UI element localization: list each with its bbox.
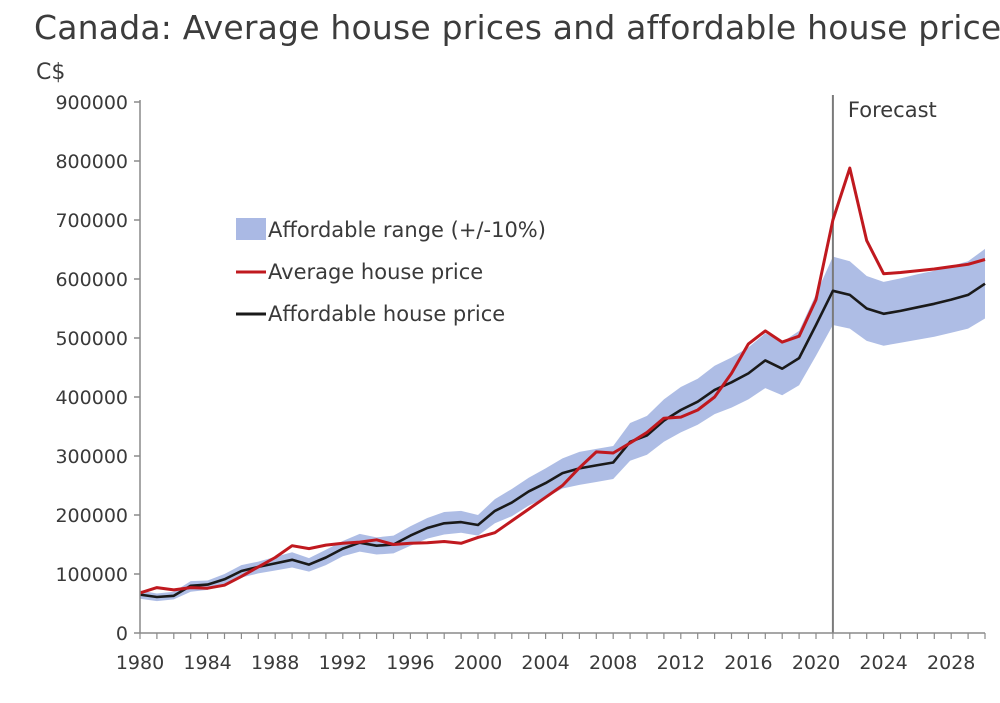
forecast-annotation: Forecast — [848, 98, 937, 122]
average-house-price-line — [139, 166, 986, 595]
legend: Affordable range (+/-10%) Average house p… — [236, 218, 546, 326]
x-tick-label: 2024 — [859, 652, 907, 674]
y-tick-label: 400000 — [55, 387, 128, 409]
y-tick-label: 700000 — [55, 210, 128, 232]
y-tick-label: 100000 — [55, 564, 128, 586]
y-tick-label: 600000 — [55, 269, 128, 291]
y-axis-unit-label: C$ — [36, 60, 66, 85]
y-tick-label: 800000 — [55, 151, 128, 173]
y-tick-label: 900000 — [55, 92, 128, 114]
x-tick-label: 1988 — [251, 652, 299, 674]
legend-label-average-price: Average house price — [268, 260, 483, 284]
x-tick-label: 2000 — [454, 652, 502, 674]
x-tick-label: 2016 — [724, 652, 772, 674]
forecast-layer: Forecast — [831, 95, 937, 633]
series-layer — [139, 166, 986, 599]
x-tick-label: 1996 — [386, 652, 434, 674]
x-tick-label: 2004 — [521, 652, 569, 674]
y-tick-label: 300000 — [55, 446, 128, 468]
x-tick-label: 1984 — [183, 652, 231, 674]
x-tick-label: 2028 — [927, 652, 975, 674]
x-tick-label: 1980 — [116, 652, 164, 674]
y-tick-label: 200000 — [55, 505, 128, 527]
x-tick-label: 2012 — [657, 652, 705, 674]
chart-title: Canada: Average house prices and afforda… — [34, 8, 1000, 47]
x-tick-label: 2020 — [792, 652, 840, 674]
legend-label-affordable-range: Affordable range (+/-10%) — [268, 218, 546, 242]
axis-layer: 0 100000 200000 300000 400000 500000 600000 700… — [55, 92, 986, 674]
legend-swatch-affordable-range — [236, 218, 266, 240]
affordable-range-band-layer — [140, 248, 985, 602]
affordable-range-band — [140, 248, 985, 602]
x-tick-label: 2008 — [589, 652, 637, 674]
affordable-house-price-line — [139, 282, 986, 599]
y-tick-label: 0 — [116, 623, 128, 645]
x-tick-label: 1992 — [319, 652, 367, 674]
legend-label-affordable-price: Affordable house price — [268, 302, 505, 326]
y-tick-label: 500000 — [55, 328, 128, 350]
